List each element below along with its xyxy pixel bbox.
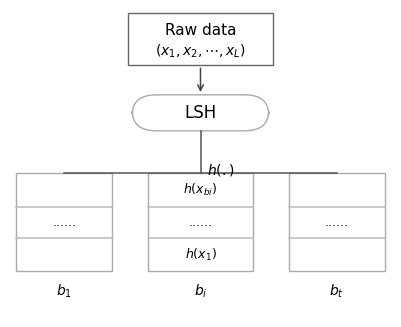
Text: $h(.)$: $h(.)$ [207, 162, 234, 178]
Text: $b_i$: $b_i$ [194, 283, 207, 300]
FancyBboxPatch shape [132, 95, 269, 131]
FancyBboxPatch shape [148, 173, 253, 271]
Text: $b_t$: $b_t$ [329, 283, 344, 300]
Text: ......: ...... [52, 216, 76, 229]
Text: ......: ...... [188, 216, 213, 229]
Text: $(x_1,x_2,\cdots,x_L)$: $(x_1,x_2,\cdots,x_L)$ [155, 43, 246, 60]
FancyBboxPatch shape [128, 13, 273, 65]
FancyBboxPatch shape [16, 173, 112, 271]
FancyBboxPatch shape [289, 173, 385, 271]
Text: $h(x_{bi})$: $h(x_{bi})$ [183, 182, 218, 198]
Text: LSH: LSH [184, 104, 217, 122]
Text: $h(x_1)$: $h(x_1)$ [184, 247, 217, 263]
Text: $b_1$: $b_1$ [56, 283, 72, 300]
Text: Raw data: Raw data [165, 23, 236, 38]
Text: ......: ...... [325, 216, 349, 229]
